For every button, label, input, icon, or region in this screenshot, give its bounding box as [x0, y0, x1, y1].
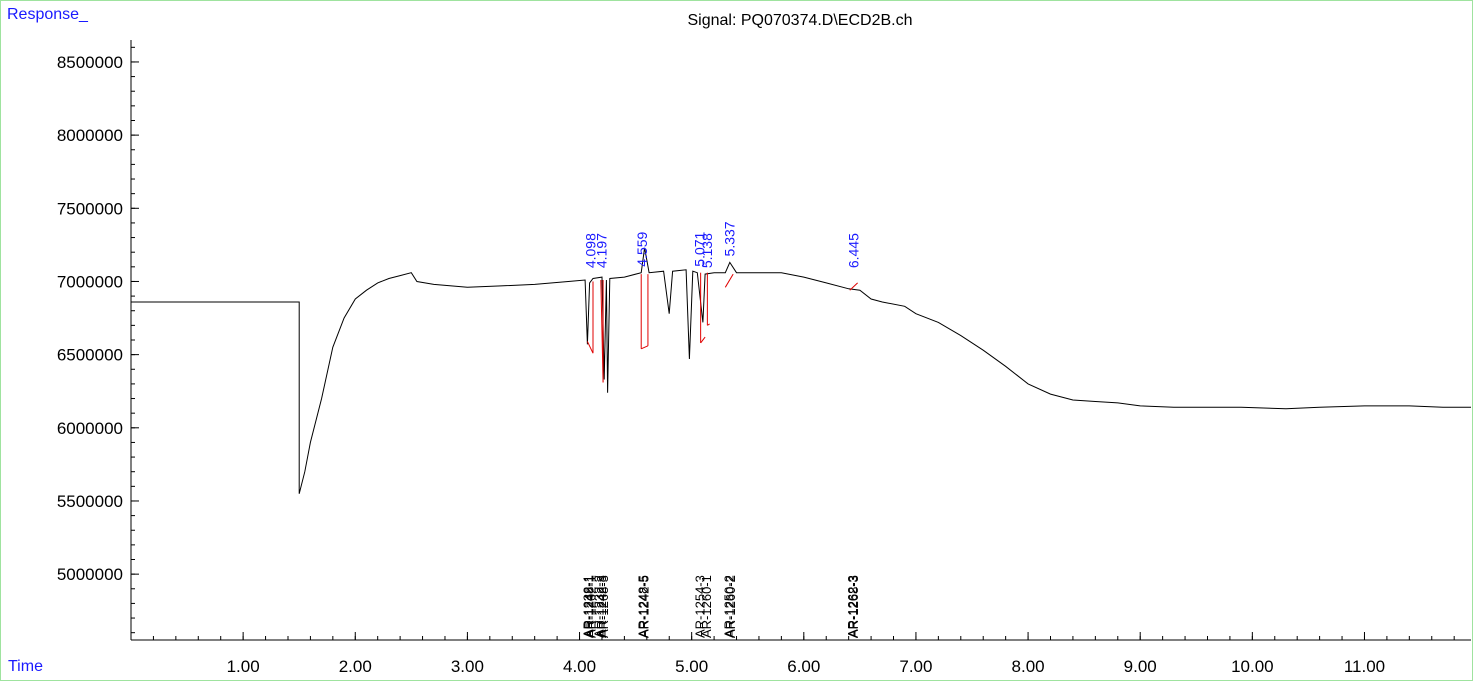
compound-label: AR-1242-3 [594, 575, 609, 638]
y-tick-label: 5000000 [57, 565, 123, 584]
y-axis-title: Response_ [7, 6, 88, 23]
y-tick-label: 8000000 [57, 126, 123, 145]
compound-label: AR-1250-2 [722, 575, 737, 638]
y-tick-label: 7000000 [57, 272, 123, 291]
signal-title: Signal: PQ070374.D\ECD2B.ch [687, 12, 913, 29]
axes: 1.00 2.00 3.00 4.00 5.00 6.00 7.00 8.00 9.00 10.0… [57, 40, 1471, 676]
y-tick-label: 6500000 [57, 346, 123, 365]
baseline-segment [641, 345, 649, 350]
x-tick-label: 11.00 [1344, 657, 1385, 676]
y-tick-label: 8500000 [57, 53, 123, 72]
x-tick-label: 4.00 [563, 657, 596, 676]
x-tick-label: 8.00 [1012, 657, 1045, 676]
x-axis-title: Time [8, 658, 43, 675]
x-tick-label: 3.00 [451, 657, 484, 676]
x-tick-label: 2.00 [339, 657, 372, 676]
compound-label: AR-1262-1 [584, 575, 599, 638]
compound-label: AR-1242-5 [636, 575, 651, 638]
compound-label: AR-1232-2 [592, 575, 607, 638]
peak-label: 5.337 [721, 221, 737, 256]
peak-label: 6.445 [846, 233, 862, 268]
peak-label: 4.197 [594, 233, 610, 268]
y-tick-label: 6000000 [57, 419, 123, 438]
signal-trace [131, 247, 1471, 494]
baseline-segment [700, 336, 706, 344]
compound-label: AR-1248-1 [582, 575, 597, 638]
x-tick-label: 1.00 [227, 657, 260, 676]
peak-label: 4.098 [583, 233, 599, 268]
compound-label: AR-1260-1 [699, 575, 714, 638]
compound-label: AR-1248-5 [635, 575, 650, 638]
baseline-segment [707, 323, 710, 326]
peak-label: 5.138 [699, 233, 715, 268]
compound-label: AR-1268-3 [846, 575, 861, 638]
x-tick-label: 9.00 [1124, 657, 1157, 676]
y-tick-label: 7500000 [57, 199, 123, 218]
x-tick-label: 10.00 [1231, 657, 1274, 676]
x-tick-label: 5.00 [675, 657, 708, 676]
peak-label: 5.071 [692, 231, 708, 266]
baseline-segment [849, 282, 858, 291]
compound-label: AR-1254-3 [693, 575, 708, 638]
baseline-segment [724, 273, 734, 288]
y-tick-label: 5500000 [57, 492, 123, 511]
compound-label: AR-1262-3 [845, 575, 860, 638]
compound-label: AR-1268-3 [596, 575, 611, 638]
x-tick-label: 7.00 [899, 657, 932, 676]
compound-label: AR-1260-2 [723, 575, 738, 638]
x-tick-label: 6.00 [787, 657, 820, 676]
peak-label: 4.559 [634, 231, 650, 266]
baseline-segment [586, 341, 594, 354]
compound-label: AR-1232-1 [580, 575, 595, 638]
